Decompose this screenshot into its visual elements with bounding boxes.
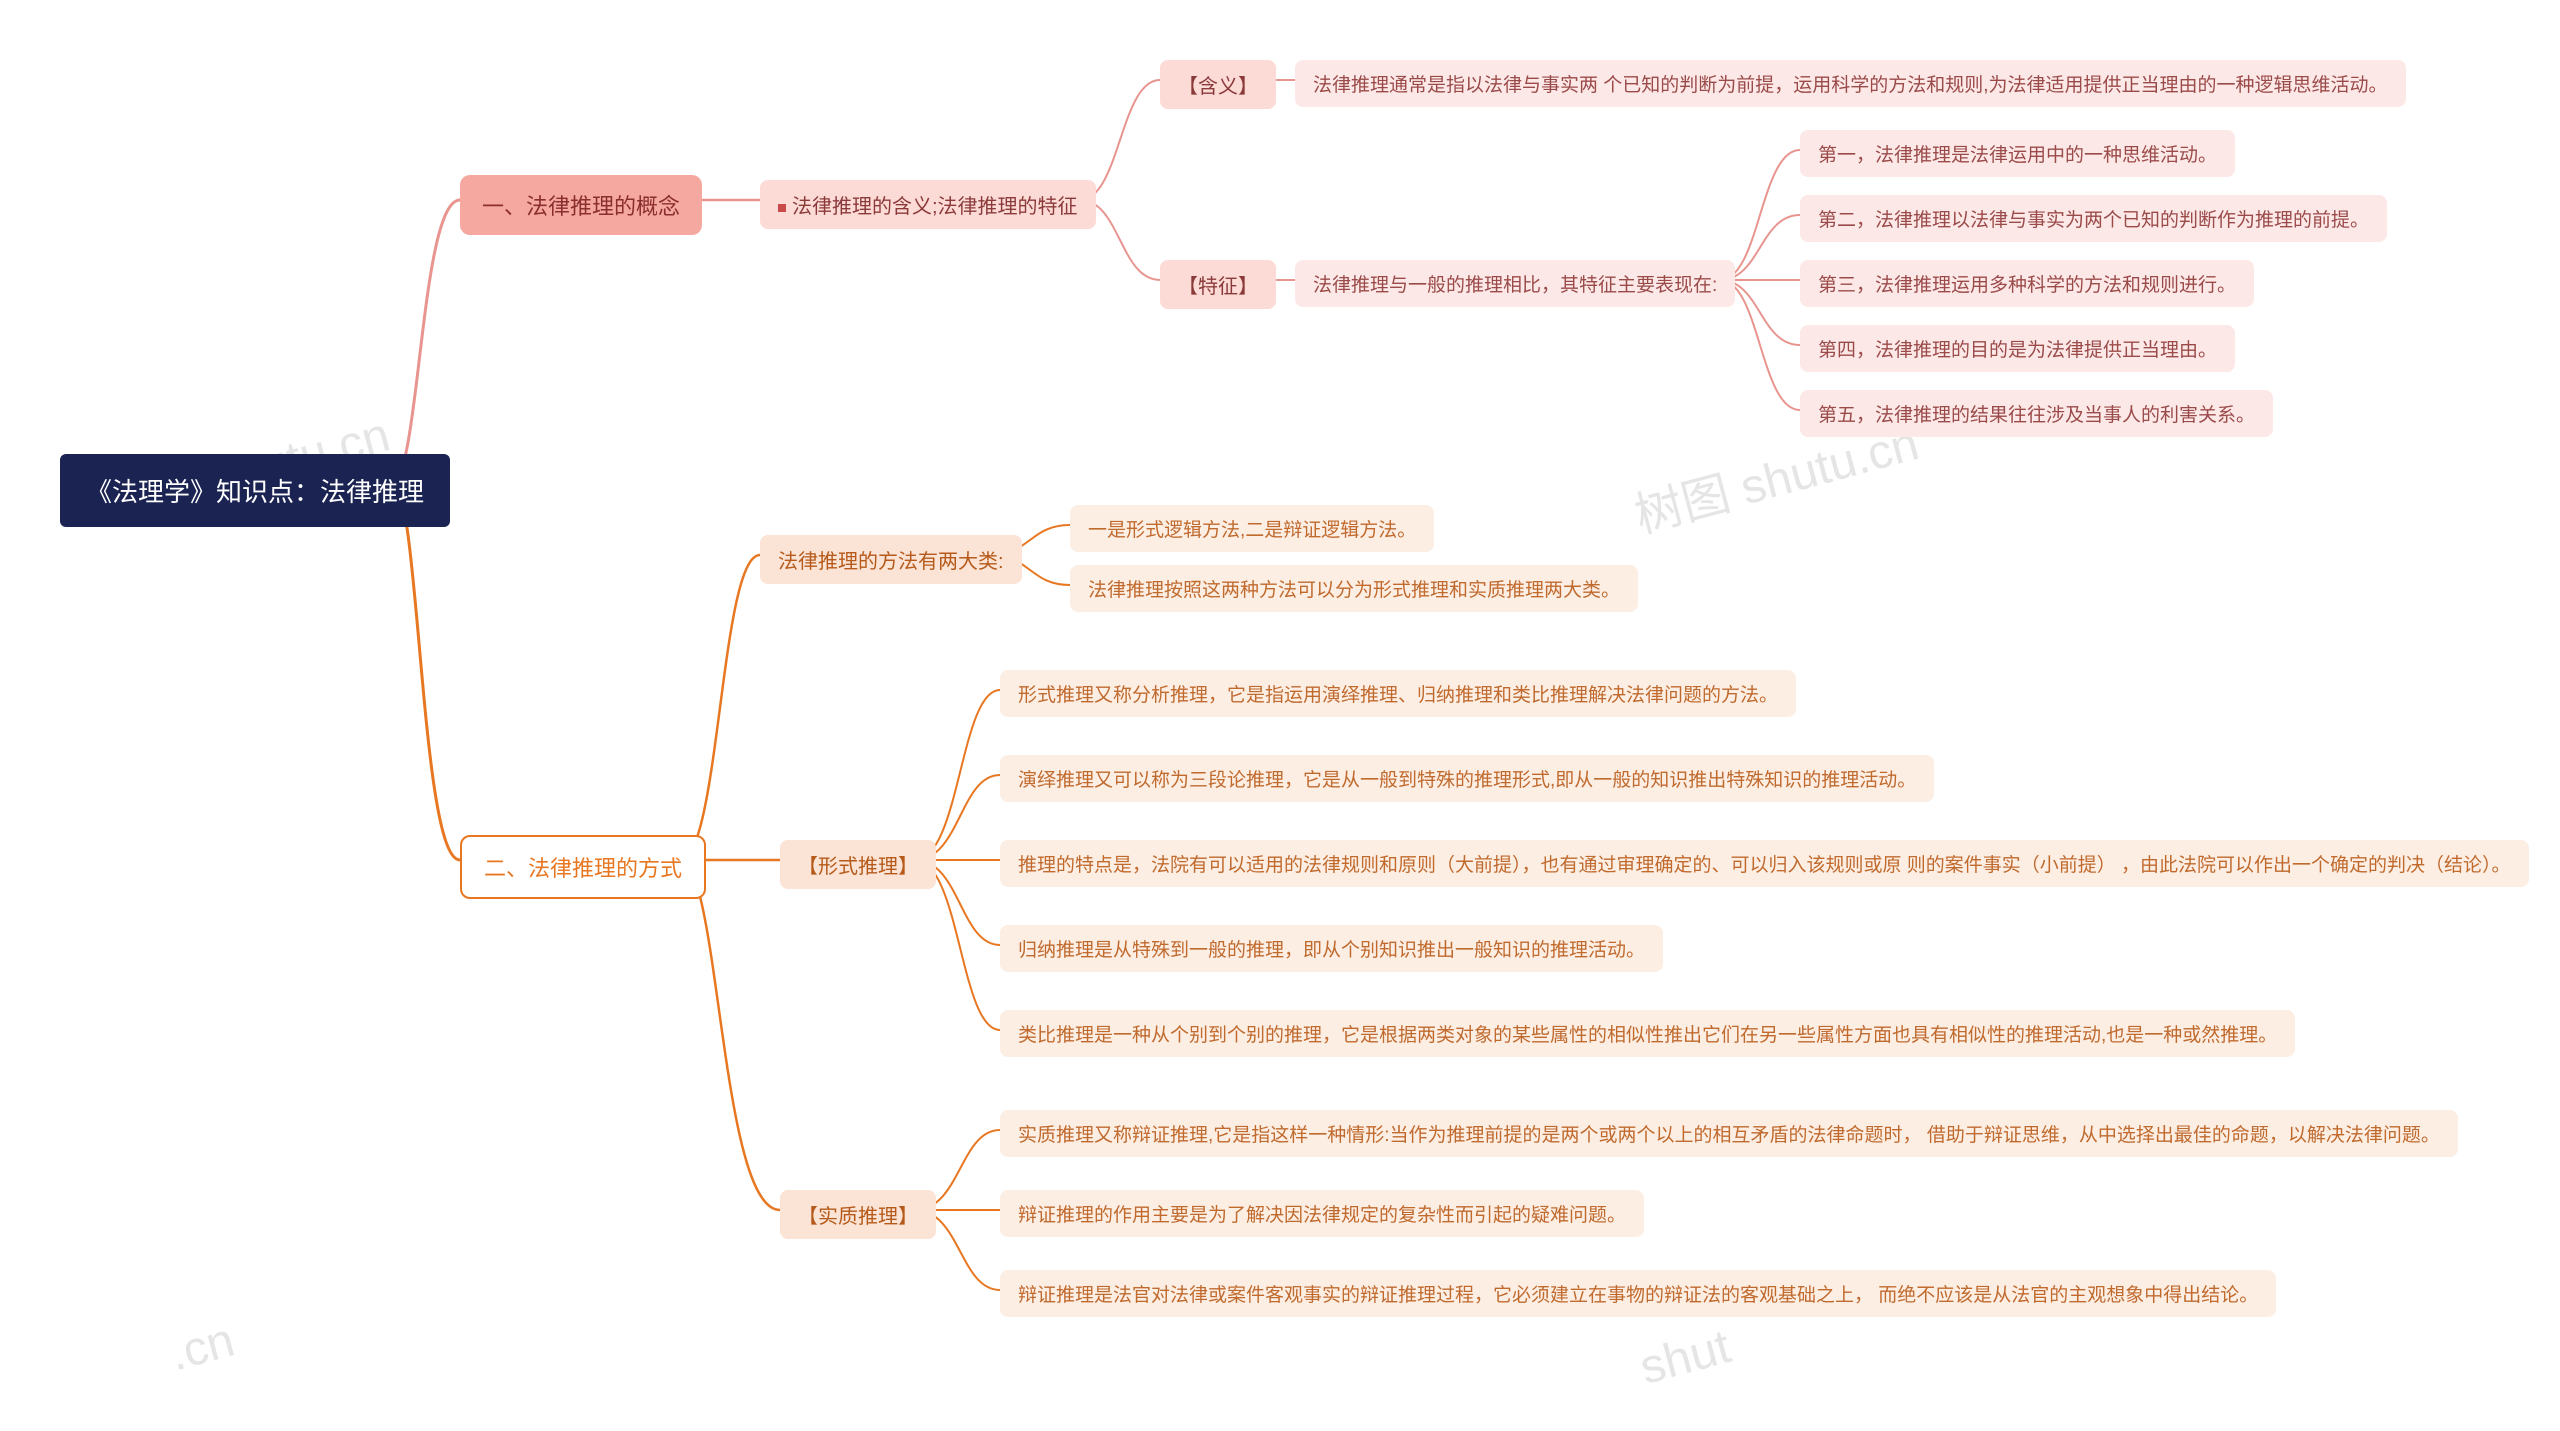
hy-label[interactable]: 【含义】 [1160,60,1276,109]
formal-label[interactable]: 【形式推理】 [780,840,936,889]
formal-item-1: 形式推理又称分析推理，它是指运用演绎推理、归纳推理和类比推理解决法律问题的方法。 [1000,670,1796,717]
methods-label[interactable]: 法律推理的方法有两大类: [760,535,1022,584]
watermark: .cn [164,1313,240,1383]
substantive-label[interactable]: 【实质推理】 [780,1190,936,1239]
formal-item-2: 演绎推理又可以称为三段论推理，它是从一般到特殊的推理形式,即从一般的知识推出特殊… [1000,755,1934,802]
formal-item-5: 类比推理是一种从个别到个别的推理，它是根据两类对象的某些属性的相似性推出它们在另… [1000,1010,2295,1057]
bullet-icon [778,204,786,212]
tz-label[interactable]: 【特征】 [1160,260,1276,309]
methods-item-2: 法律推理按照这两种方法可以分为形式推理和实质推理两大类。 [1070,565,1638,612]
watermark: shut [1634,1319,1736,1396]
substantive-item-1: 实质推理又称辩证推理,它是指这样一种情形:当作为推理前提的是两个或两个以上的相互… [1000,1110,2458,1157]
branch2-node[interactable]: 二、法律推理的方式 [460,835,706,899]
branch1-sub-label: 法律推理的含义;法律推理的特征 [792,196,1078,218]
formal-item-4: 归纳推理是从特殊到一般的推理，即从个别知识推出一般知识的推理活动。 [1000,925,1663,972]
hy-text: 法律推理通常是指以法律与事实两 个已知的判断为前提，运用科学的方法和规则,为法律… [1295,60,2406,107]
substantive-item-2: 辩证推理的作用主要是为了解决因法律规定的复杂性而引起的疑难问题。 [1000,1190,1644,1237]
tz-item-1: 第一，法律推理是法律运用中的一种思维活动。 [1800,130,2235,177]
root-node[interactable]: 《法理学》知识点：法律推理 [60,454,450,527]
tz-item-2: 第二，法律推理以法律与事实为两个已知的判断作为推理的前提。 [1800,195,2387,242]
branch1-node[interactable]: 一、法律推理的概念 [460,175,702,235]
formal-item-3: 推理的特点是，法院有可以适用的法律规则和原则（大前提），也有通过审理确定的、可以… [1000,840,2529,887]
tz-item-5: 第五，法律推理的结果往往涉及当事人的利害关系。 [1800,390,2273,437]
tz-item-3: 第三，法律推理运用多种科学的方法和规则进行。 [1800,260,2254,307]
tz-text: 法律推理与一般的推理相比，其特征主要表现在: [1295,260,1735,307]
methods-item-1: 一是形式逻辑方法,二是辩证逻辑方法。 [1070,505,1434,552]
tz-item-4: 第四，法律推理的目的是为法律提供正当理由。 [1800,325,2235,372]
branch1-sub[interactable]: 法律推理的含义;法律推理的特征 [760,180,1096,229]
substantive-item-3: 辩证推理是法官对法律或案件客观事实的辩证推理过程，它必须建立在事物的辩证法的客观… [1000,1270,2276,1317]
